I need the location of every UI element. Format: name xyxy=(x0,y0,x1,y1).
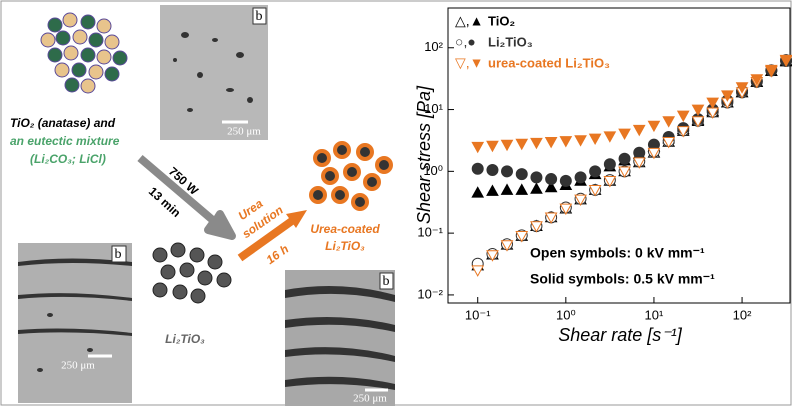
data-point xyxy=(502,140,513,150)
step-label: 16 h xyxy=(264,242,292,267)
intermediate-particles xyxy=(153,243,231,303)
data-point xyxy=(546,137,557,147)
data-point xyxy=(472,187,483,197)
panel-label: b xyxy=(383,274,390,289)
y-tick-label: 10⁻² xyxy=(417,286,443,301)
data-point xyxy=(502,166,513,177)
product-label: Urea-coated xyxy=(310,222,380,236)
data-point xyxy=(648,121,659,131)
data-point xyxy=(575,172,586,183)
legend-label: urea-coated Li₂TiO₃ xyxy=(488,55,610,70)
x-tick-label: 10⁰ xyxy=(556,307,576,322)
precursor-text: (Li₂CO₃; LiCl) xyxy=(30,152,106,166)
scale-label: 250 μm xyxy=(227,126,261,138)
data-point xyxy=(487,165,498,176)
data-point xyxy=(590,134,601,144)
data-point xyxy=(590,166,601,177)
data-point xyxy=(604,132,615,142)
x-tick-label: 10² xyxy=(733,307,752,322)
annotation: Solid symbols: 0.5 kV mm⁻¹ xyxy=(530,271,715,287)
data-point xyxy=(575,136,586,146)
data-point xyxy=(516,184,527,194)
data-point xyxy=(692,105,703,115)
data-point xyxy=(546,174,557,185)
x-tick-label: 10⁻¹ xyxy=(465,307,491,322)
chart: Shear stress [Pa] Shear rate [s⁻¹] Open … xyxy=(414,8,792,345)
data-point xyxy=(487,186,498,196)
precursor-particles xyxy=(41,13,127,93)
panel-label: b xyxy=(256,9,263,24)
data-point xyxy=(619,129,630,139)
data-point xyxy=(560,175,571,186)
data-point xyxy=(516,139,527,149)
product-particles xyxy=(311,143,391,209)
data-point xyxy=(472,266,483,276)
data-point xyxy=(502,184,513,194)
precursor-text: TiO₂ (anatase) and xyxy=(10,116,116,130)
scale-label: 250 μm xyxy=(61,360,95,372)
data-point xyxy=(531,138,542,148)
data-point xyxy=(634,125,645,135)
data-point xyxy=(560,137,571,147)
data-point xyxy=(634,147,645,158)
scale-label: 250 μm xyxy=(353,393,387,405)
data-point xyxy=(663,117,674,127)
data-point xyxy=(487,141,498,151)
legend-symbols: ○,● xyxy=(455,34,476,50)
intermediate-label: Li₂TiO₃ xyxy=(165,332,205,346)
data-point xyxy=(619,153,630,164)
y-tick-label: 10⁻¹ xyxy=(417,225,443,240)
data-point xyxy=(516,169,527,180)
data-point xyxy=(531,183,542,193)
legend-symbols: ▽,▼ xyxy=(455,55,484,71)
panel-label: b xyxy=(115,247,122,262)
figure: b b b 250 μm 250 μm 250 μm TiO₂ (anatase… xyxy=(0,0,792,406)
legend-label: Li₂TiO₃ xyxy=(488,34,533,49)
data-point xyxy=(472,163,483,174)
y-tick-label: 10⁰ xyxy=(423,163,443,178)
precursor-text: an eutectic mixture xyxy=(10,134,120,148)
data-point xyxy=(472,142,483,152)
x-axis-label: Shear rate [s⁻¹] xyxy=(558,325,683,345)
legend-symbols: △,▲ xyxy=(455,13,484,29)
y-tick-label: 10² xyxy=(424,39,443,54)
x-tick-label: 10¹ xyxy=(645,307,664,322)
y-tick-label: 10¹ xyxy=(424,101,443,116)
data-point xyxy=(604,159,615,170)
legend-label: TiO₂ xyxy=(488,13,515,28)
data-point xyxy=(678,111,689,121)
product-label: Li₂TiO₃ xyxy=(325,239,365,253)
data-point xyxy=(531,172,542,183)
annotation: Open symbols: 0 kV mm⁻¹ xyxy=(530,245,705,261)
